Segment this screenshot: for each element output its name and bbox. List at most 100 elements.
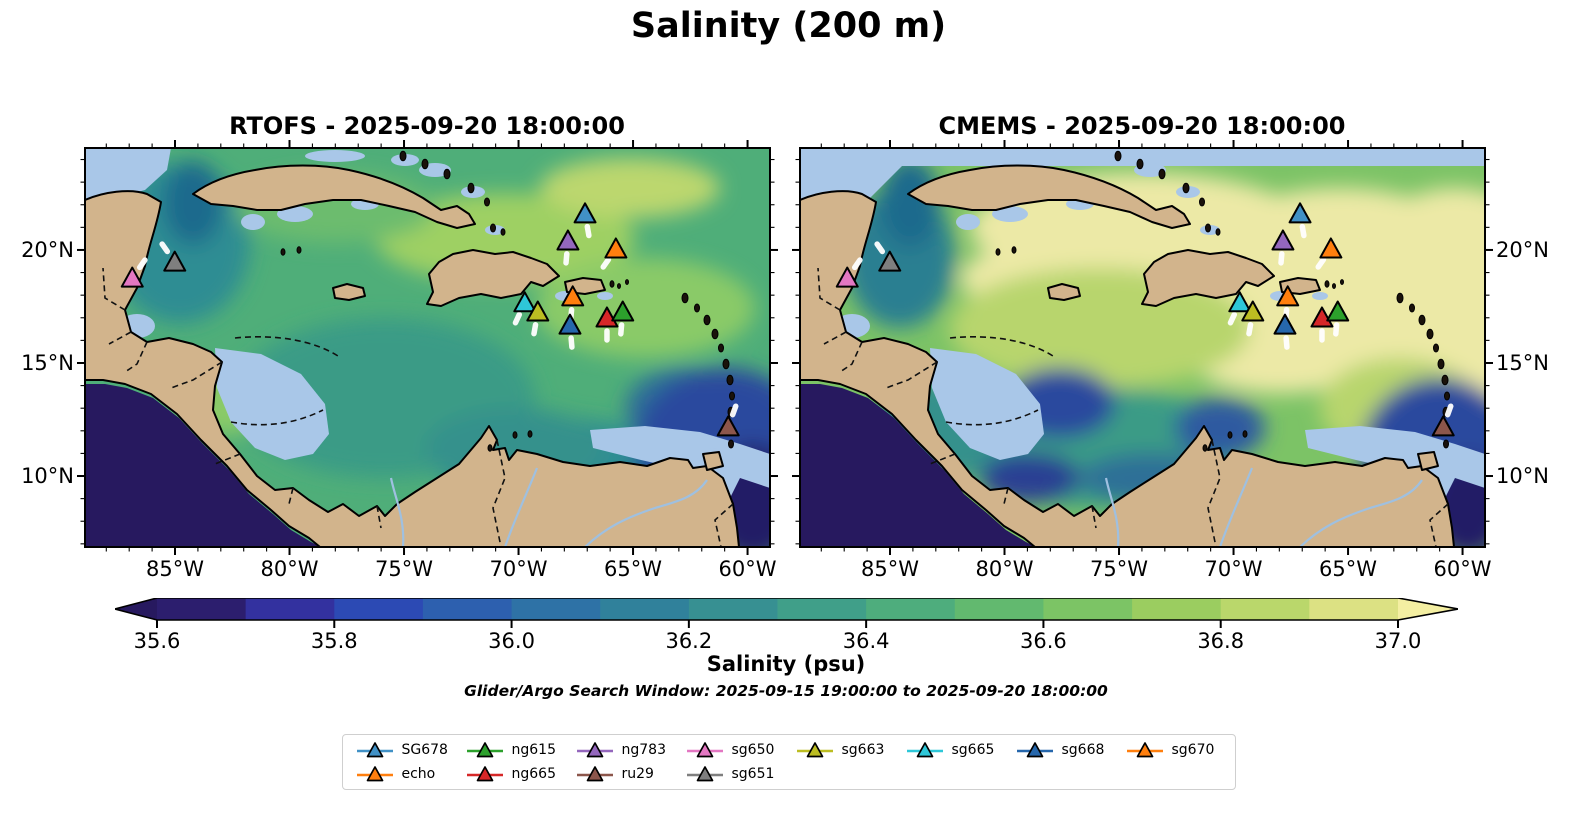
legend-item-label: ru29: [621, 766, 654, 782]
marker-ng665: [595, 306, 619, 348]
marker-ru29: [1431, 398, 1456, 437]
borders-layer: [817, 267, 1449, 547]
lon-tick-label: 70°W: [1204, 557, 1263, 581]
colorbar-tick-label: 36.0: [488, 629, 535, 653]
legend-item-label: sg668: [1061, 742, 1105, 758]
shallow-water-layer: [85, 148, 770, 538]
lat-tick-label: 15°N: [21, 350, 74, 375]
lon-tick-label: 65°W: [1319, 557, 1378, 581]
legend-item-label: ng783: [621, 742, 666, 758]
map-border: [799, 147, 1486, 548]
legend-marker-swatch: [356, 766, 393, 782]
lat-tick-label: 10°N: [21, 464, 74, 489]
shallow-water-layer: [800, 148, 1485, 538]
map-canvas-cmems: [792, 140, 1493, 555]
land-layer: [85, 164, 740, 547]
marker-ru29: [716, 398, 741, 437]
colorbar-tick-label: 35.8: [310, 629, 358, 653]
legend-item-ng665: ng665: [459, 762, 569, 786]
panel-title-rtofs: RTOFS - 2025-09-20 18:00:00: [229, 112, 625, 140]
lat-tick-label: 15°N: [1496, 350, 1549, 375]
colorbar-tick-label: 37.0: [1374, 629, 1422, 653]
legend-item-label: SG678: [401, 742, 448, 758]
marker-ng783: [1271, 229, 1295, 271]
legend-item-sg650: sg650: [679, 738, 789, 762]
map-border: [84, 147, 771, 548]
marker-sg663: [1241, 300, 1265, 342]
lon-tick-label: 60°W: [718, 557, 777, 581]
small-islands-layer: [995, 150, 1450, 452]
marker-sg651: [156, 237, 187, 272]
figure-title: Salinity (200 m): [630, 6, 947, 46]
legend-marker-swatch: [1016, 742, 1053, 758]
colorbar-tick-label: 36.2: [665, 629, 713, 653]
legend-item-ru29: ru29: [569, 762, 679, 786]
marker-sg665: [1225, 291, 1252, 331]
marker-ng615: [1326, 300, 1350, 342]
legend-column: sg650 sg651: [679, 738, 789, 786]
lon-tick-label: 85°W: [861, 557, 919, 581]
legend-marker-swatch: [356, 742, 393, 758]
lon-tick-label: 65°W: [604, 557, 663, 581]
marker-sg650: [120, 253, 151, 288]
map-canvas-rtofs: [77, 140, 778, 555]
legend-column: sg668: [1009, 738, 1119, 786]
legend-item-sg663: sg663: [789, 738, 899, 762]
legend-item-ng615: ng615: [459, 738, 569, 762]
lat-tick-label: 20°N: [21, 237, 74, 262]
marker-sg668: [558, 313, 582, 355]
legend-marker-swatch: [906, 742, 943, 758]
legend-item-sg651: sg651: [679, 762, 789, 786]
lat-tick-label: 10°N: [1496, 464, 1549, 489]
marker-ng665: [1310, 306, 1334, 348]
water-layer: [85, 148, 770, 547]
legend-item-label: sg663: [841, 742, 885, 758]
marker-sg668: [1273, 313, 1297, 355]
legend-item-label: sg651: [731, 766, 775, 782]
glider-markers: [120, 202, 741, 437]
legend-item-sg668: sg668: [1009, 738, 1119, 762]
legend-marker-swatch: [576, 742, 613, 758]
land-layer: [800, 164, 1455, 547]
colorbar-canvas: [111, 597, 1459, 628]
panel-title-cmems: CMEMS - 2025-09-20 18:00:00: [938, 112, 1346, 140]
marker-sg665: [510, 291, 537, 331]
legend-column: ng615 ng665: [459, 738, 569, 786]
small-islands-layer: [280, 150, 735, 452]
legend-item-label: sg670: [1171, 742, 1215, 758]
legend-item-label: echo: [401, 766, 436, 782]
marker-sg651: [871, 237, 902, 272]
borders-layer: [102, 267, 734, 547]
colorbar-tick-label: 36.6: [1020, 629, 1067, 653]
lon-tick-label: 80°W: [260, 557, 319, 581]
marker-echo: [597, 237, 628, 274]
legend-item-label: ng665: [511, 766, 556, 782]
lon-tick-label: 75°W: [1090, 557, 1149, 581]
legend: SG678 echo ng615 ng665 ng783 ru29 sg650 sg651 sg…: [341, 734, 1236, 790]
marker-SG678: [573, 202, 597, 244]
legend-marker-swatch: [466, 742, 503, 758]
colorbar-tick-label: 35.6: [133, 629, 181, 653]
lon-tick-label: 70°W: [489, 557, 548, 581]
lon-tick-label: 60°W: [1433, 557, 1492, 581]
legend-item-label: sg665: [951, 742, 995, 758]
legend-marker-swatch: [796, 742, 833, 758]
lat-tick-label: 20°N: [1496, 237, 1549, 262]
legend-item-label: sg650: [731, 742, 775, 758]
legend-item-SG678: SG678: [349, 738, 459, 762]
water-layer: [800, 148, 1485, 547]
legend-item-ng783: ng783: [569, 738, 679, 762]
legend-marker-swatch: [686, 766, 723, 782]
legend-marker-swatch: [1126, 742, 1163, 758]
colorbar-label: Salinity (psu): [706, 652, 866, 676]
search-window-subtitle: Glider/Argo Search Window: 2025-09-15 19…: [464, 682, 1108, 700]
colorbar: [111, 597, 1459, 636]
legend-column: ng783 ru29: [569, 738, 679, 786]
marker-sg663: [526, 300, 550, 342]
legend-marker-swatch: [686, 742, 723, 758]
legend-column: sg663: [789, 738, 899, 786]
legend-item-sg670: sg670: [1119, 738, 1229, 762]
marker-ng615: [611, 300, 635, 342]
legend-column: SG678 echo: [349, 738, 459, 786]
